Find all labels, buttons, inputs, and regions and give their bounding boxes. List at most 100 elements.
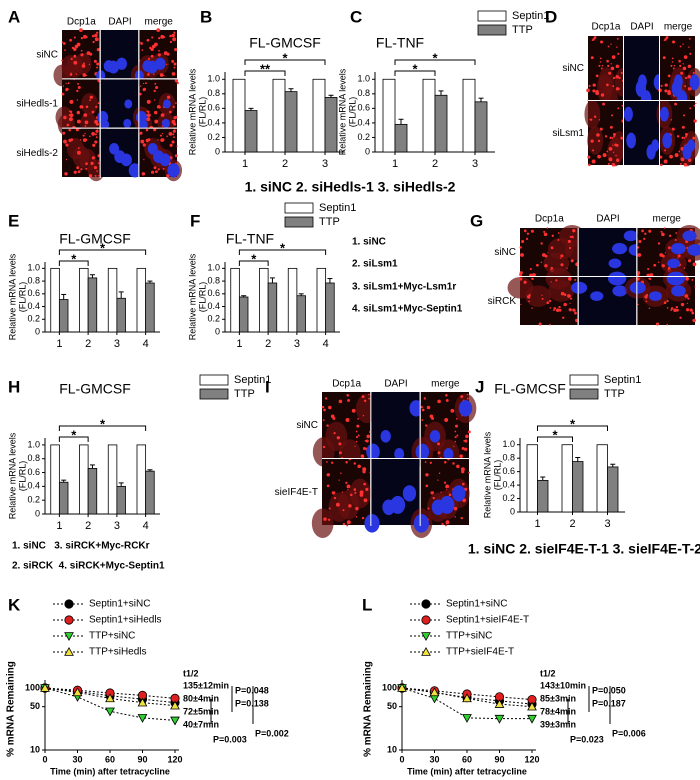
granule <box>464 447 468 451</box>
granule <box>92 143 96 147</box>
error-bar <box>610 463 616 467</box>
legend-label: Septin1+siNC <box>446 599 507 610</box>
y-tick-label: 100 <box>25 682 40 692</box>
granule <box>663 159 668 164</box>
nucleus <box>608 258 622 269</box>
granule <box>171 140 175 144</box>
granule <box>173 31 176 34</box>
y-tick-label: 0.4 <box>27 301 40 311</box>
granule <box>333 432 336 435</box>
p-value: P=0.048 <box>235 685 269 695</box>
granule <box>609 136 612 140</box>
granule <box>555 279 558 282</box>
granule <box>608 147 613 151</box>
column-header: Dcp1a <box>67 17 96 28</box>
granule <box>568 246 572 250</box>
granule <box>140 42 143 45</box>
bar <box>50 444 60 515</box>
granule <box>599 61 602 63</box>
granule <box>660 230 663 233</box>
granule <box>327 518 331 521</box>
granule <box>157 139 159 141</box>
granule <box>345 460 348 464</box>
granule <box>68 117 73 122</box>
granule <box>158 49 160 52</box>
granule <box>679 64 682 68</box>
granule <box>97 162 100 165</box>
granule <box>85 74 88 77</box>
granule <box>432 496 435 500</box>
granule <box>557 232 560 234</box>
row-label: siLsm1 <box>552 128 584 139</box>
marker <box>494 714 505 724</box>
significance-bracket <box>244 70 286 76</box>
bar <box>296 295 306 333</box>
granule <box>76 110 81 115</box>
marker <box>429 687 440 697</box>
granule <box>168 131 173 136</box>
granule <box>359 493 364 497</box>
granule <box>620 136 624 140</box>
bar <box>422 78 436 153</box>
error-bar <box>288 88 294 92</box>
granule <box>69 99 74 104</box>
half-life-label: 39±3min <box>540 719 576 729</box>
granule <box>558 305 561 309</box>
half-life-label: 40±7min <box>183 719 219 729</box>
nucleus <box>439 495 455 514</box>
granule <box>330 414 335 419</box>
granule <box>684 132 688 136</box>
y-tick-label: 0 <box>35 508 40 518</box>
granule <box>73 60 78 65</box>
granule <box>153 99 156 101</box>
granule <box>89 52 93 56</box>
caption: 3. siLsm1+Myc-Lsm1r <box>352 282 456 293</box>
granule <box>338 479 340 481</box>
granule <box>160 113 165 117</box>
granule <box>153 89 156 93</box>
granule <box>663 227 666 229</box>
granule <box>168 110 172 114</box>
granule <box>617 107 620 110</box>
nucleus <box>623 230 638 242</box>
x-tick-label: 3 <box>604 518 610 530</box>
half-life-label: 80±4min <box>183 693 219 703</box>
granule <box>572 229 576 233</box>
granule <box>620 71 623 74</box>
granule <box>448 493 452 497</box>
granule <box>674 239 677 241</box>
error-bar <box>438 90 444 96</box>
granule <box>544 264 548 268</box>
granule <box>345 418 350 422</box>
x-tick-label: 2 <box>85 520 91 532</box>
nucleus <box>154 57 166 70</box>
marker <box>527 701 537 711</box>
granule <box>336 436 340 440</box>
granule <box>679 316 682 319</box>
significance-bracket <box>394 59 476 65</box>
y-tick-label: 0.4 <box>207 117 220 127</box>
granule <box>82 62 85 65</box>
x-tick-label: 0 <box>399 754 404 764</box>
bar <box>312 78 326 153</box>
micrograph <box>53 28 100 87</box>
granule <box>69 110 73 114</box>
caption: 4. siLsm1+Myc-Septin1 <box>352 304 463 315</box>
bar <box>58 299 69 333</box>
granule <box>359 490 364 495</box>
granule <box>95 105 98 108</box>
x-tick-label: 3 <box>114 520 120 532</box>
granule <box>432 491 435 494</box>
granule <box>150 47 154 52</box>
micrograph <box>97 79 139 130</box>
granule <box>687 259 692 263</box>
marker <box>72 687 83 697</box>
granule <box>365 440 367 442</box>
granule <box>687 297 690 300</box>
granule <box>562 316 565 319</box>
granule <box>75 73 78 75</box>
bar <box>462 78 476 153</box>
granule <box>437 399 441 404</box>
significance-label: * <box>71 251 77 266</box>
granule <box>570 297 573 300</box>
